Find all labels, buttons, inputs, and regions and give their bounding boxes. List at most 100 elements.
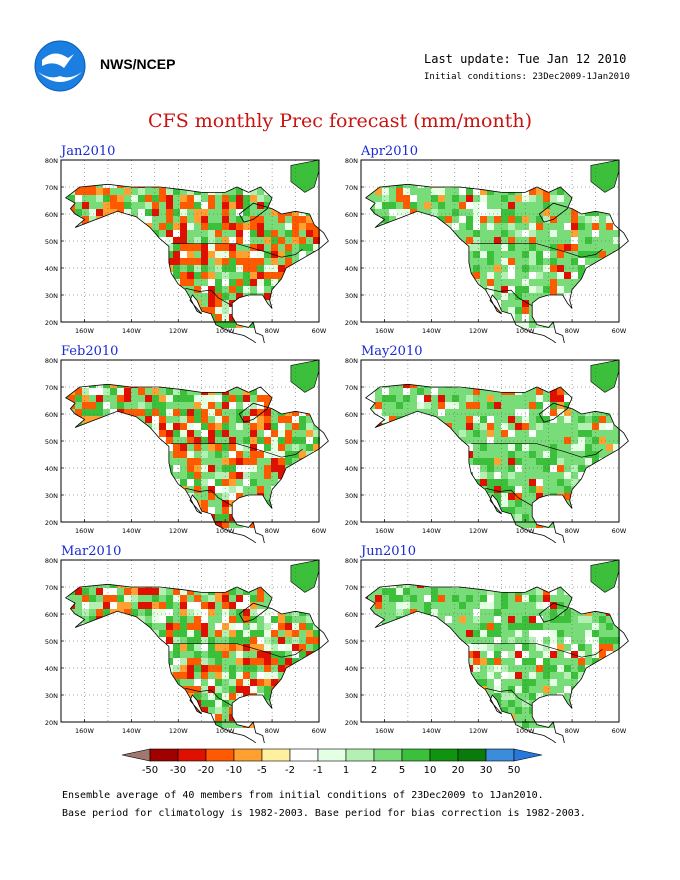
colorbar-swatch (345, 748, 375, 762)
map-panel: Feb2010 80N 70N 60N 50N 40N 30N 20N 160W 140W 120W… (31, 344, 331, 543)
lon-tick-label: 100W (516, 727, 535, 735)
colorbar-label: 10 (424, 765, 437, 776)
lon-tick-label: 60W (612, 327, 627, 335)
map-panel: Jun2010 80N 70N 60N 50N 40N 30N 20N 160W 140W 120W… (331, 544, 631, 743)
lat-tick-label: 70N (45, 384, 58, 392)
lon-tick-label: 160W (75, 727, 94, 735)
lon-tick-label: 60W (612, 727, 627, 735)
lon-tick-label: 160W (75, 327, 94, 335)
colorbar-swatch (317, 748, 347, 762)
colorbar-swatch (513, 748, 543, 762)
lat-tick-label: 40N (45, 265, 58, 273)
lat-tick-label: 20N (45, 319, 58, 327)
lon-tick-label: 100W (216, 327, 235, 335)
colorbar-label: -20 (198, 765, 214, 776)
lon-tick-label: 160W (375, 327, 394, 335)
colorbar-swatch (177, 748, 207, 762)
footer-line-1: Ensemble average of 40 members from init… (62, 790, 544, 801)
colorbar-label: -2 (285, 765, 295, 776)
lon-tick-label: 60W (312, 327, 327, 335)
lat-tick-label: 70N (345, 184, 358, 192)
lat-tick-label: 30N (45, 292, 58, 300)
colorbar-label: -1 (313, 765, 323, 776)
colorbar-label: 1 (343, 765, 349, 776)
panel-map: 80N 70N 60N 50N 40N 30N 20N 160W 140W 120W 100W 80W… (45, 158, 329, 343)
lon-tick-label: 60W (312, 727, 327, 735)
lat-tick-label: 60N (345, 611, 358, 619)
colorbar: -50 -30 -20 -10 -5 -2 -1 1 2 5 10 20 30 50 (121, 748, 543, 776)
map-panel: May2010 80N 70N 60N 50N 40N 30N 20N 160W 140W 120W… (331, 344, 631, 543)
lat-tick-label: 80N (345, 558, 358, 565)
lat-tick-label: 20N (345, 519, 358, 527)
colorbar-swatch (485, 748, 515, 762)
map-panel: Apr2010 80N 70N 60N 50N 40N 30N 20N 160W 140W 120W… (331, 144, 631, 343)
panel-month-title: Jun2010 (361, 544, 417, 559)
footer-line-2: Base period for climatology is 1982-2003… (62, 808, 586, 819)
lat-tick-label: 20N (345, 319, 358, 327)
lat-tick-label: 30N (345, 292, 358, 300)
lon-tick-label: 100W (516, 527, 535, 535)
colorbar-label: 20 (452, 765, 465, 776)
lat-tick-label: 20N (45, 719, 58, 727)
lat-tick-label: 60N (45, 411, 58, 419)
lat-tick-label: 50N (345, 638, 358, 646)
lon-tick-label: 120W (169, 327, 188, 335)
page-title: CFS monthly Prec forecast (mm/month) (148, 110, 532, 132)
lat-tick-label: 40N (345, 265, 358, 273)
lat-tick-label: 80N (45, 158, 58, 165)
lon-tick-label: 60W (612, 527, 627, 535)
lon-tick-label: 160W (75, 527, 94, 535)
lat-tick-label: 80N (45, 358, 58, 365)
lat-tick-label: 60N (345, 411, 358, 419)
lon-tick-label: 80W (565, 327, 580, 335)
lat-tick-label: 30N (45, 692, 58, 700)
panel-map: 80N 70N 60N 50N 40N 30N 20N 160W 140W 120W 100W 80W… (45, 358, 329, 543)
lat-tick-label: 60N (45, 211, 58, 219)
panel-month-title: Feb2010 (61, 344, 119, 359)
map-panel: Mar2010 80N 70N 60N 50N 40N 30N 20N 160W 140W 120W… (31, 544, 331, 743)
colorbar-label: -50 (142, 765, 158, 776)
lat-tick-label: 50N (345, 438, 358, 446)
lat-tick-label: 40N (345, 465, 358, 473)
lat-tick-label: 40N (45, 465, 58, 473)
lat-tick-label: 30N (45, 492, 58, 500)
colorbar-swatch (149, 748, 179, 762)
lon-tick-label: 160W (375, 727, 394, 735)
lon-tick-label: 160W (375, 527, 394, 535)
lat-tick-label: 50N (45, 438, 58, 446)
panel-map: 80N 70N 60N 50N 40N 30N 20N 160W 140W 120W 100W 80W… (345, 558, 629, 743)
colorbar-swatch (205, 748, 235, 762)
lat-tick-label: 40N (45, 665, 58, 673)
colorbar-label: 30 (480, 765, 493, 776)
lon-tick-label: 120W (469, 527, 488, 535)
colorbar-label: 2 (371, 765, 377, 776)
lat-tick-label: 60N (345, 211, 358, 219)
colorbar-swatch (373, 748, 403, 762)
lat-tick-label: 70N (345, 584, 358, 592)
panel-month-title: Apr2010 (361, 144, 419, 159)
lon-tick-label: 80W (265, 327, 280, 335)
colorbar-swatch (233, 748, 263, 762)
lat-tick-label: 80N (345, 358, 358, 365)
lat-tick-label: 60N (45, 611, 58, 619)
lat-tick-label: 70N (345, 384, 358, 392)
colorbar-label: -30 (170, 765, 186, 776)
colorbar-label: -5 (257, 765, 267, 776)
colorbar-swatch (429, 748, 459, 762)
panel-month-title: May2010 (361, 344, 423, 359)
lon-tick-label: 140W (422, 327, 441, 335)
lat-tick-label: 50N (45, 638, 58, 646)
lon-tick-label: 80W (565, 527, 580, 535)
colorbar-swatch (121, 748, 151, 762)
panel-month-title: Jan2010 (61, 144, 116, 159)
lat-tick-label: 30N (345, 692, 358, 700)
lon-tick-label: 80W (265, 527, 280, 535)
colorbar-swatch (289, 748, 319, 762)
colorbar-swatch (457, 748, 487, 762)
lon-tick-label: 140W (422, 727, 441, 735)
lon-tick-label: 140W (122, 327, 141, 335)
lon-tick-label: 120W (169, 727, 188, 735)
lon-tick-label: 100W (216, 527, 235, 535)
noaa-logo (34, 40, 86, 92)
last-update-text: Last update: Tue Jan 12 2010 (424, 52, 627, 66)
